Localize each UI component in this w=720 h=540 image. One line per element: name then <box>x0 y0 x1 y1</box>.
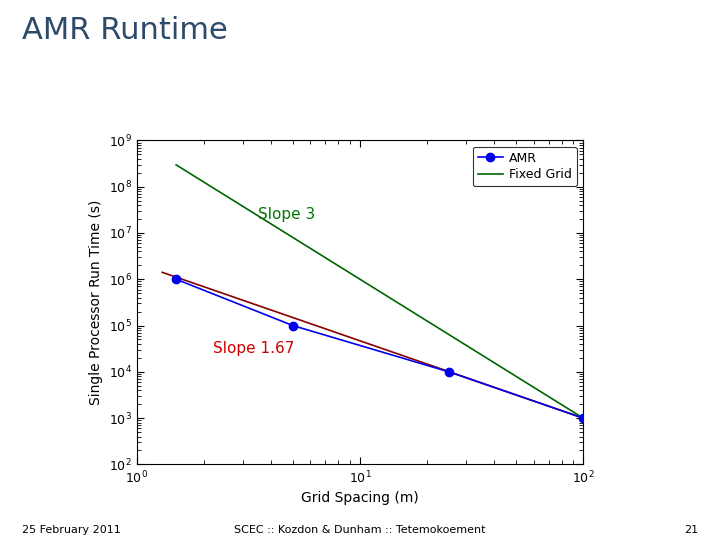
Fixed Grid <box>248 208 256 215</box>
AMR <box>579 415 588 421</box>
Text: 21: 21 <box>684 524 698 535</box>
Y-axis label: Single Processor Run Time (s): Single Processor Run Time (s) <box>89 200 104 405</box>
AMR <box>172 276 181 282</box>
Text: Slope 1.67: Slope 1.67 <box>213 341 294 356</box>
Fixed Grid <box>544 393 553 400</box>
Text: 25 February 2011: 25 February 2011 <box>22 524 120 535</box>
Text: Slope 3: Slope 3 <box>258 207 315 222</box>
Text: AMR Runtime: AMR Runtime <box>22 16 228 45</box>
Text: SCEC :: Kozdon & Dunham :: Tetemokoement: SCEC :: Kozdon & Dunham :: Tetemokoement <box>234 524 486 535</box>
AMR <box>289 322 297 329</box>
X-axis label: Grid Spacing (m): Grid Spacing (m) <box>301 491 419 505</box>
AMR <box>444 369 453 375</box>
Line: AMR: AMR <box>172 275 588 422</box>
Fixed Grid <box>197 177 205 184</box>
Fixed Grid <box>172 161 181 168</box>
Fixed Grid <box>559 402 567 409</box>
Legend: AMR, Fixed Grid: AMR, Fixed Grid <box>473 147 577 186</box>
Fixed Grid <box>280 229 289 235</box>
Line: Fixed Grid: Fixed Grid <box>176 165 583 418</box>
Fixed Grid <box>579 415 588 421</box>
Fixed Grid <box>188 172 197 178</box>
